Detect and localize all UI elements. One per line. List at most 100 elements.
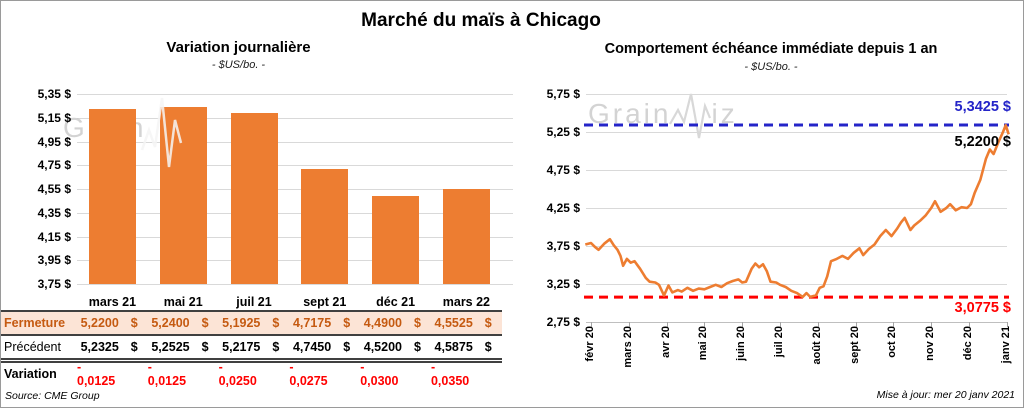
y-axis-label: 2,75 $ [546,315,580,329]
row-label-prev: Précédent [1,336,77,363]
x-axis-label: juil 20 [773,326,785,358]
table-cell-prev: 4,7450 $ [289,336,361,363]
table-cell-var: - 0,0125 [147,360,219,388]
cell-value: 5,2525 [151,340,190,354]
table-cell-prev: 5,2525 $ [147,336,219,363]
cell-value: - 0,0125 [147,360,187,388]
bar-sept-21 [301,169,349,284]
gridline [586,246,1007,247]
column-header: mars 21 [77,293,148,312]
currency-symbol: $ [413,316,421,330]
annotation-last-price: 5,2200 $ [954,134,1011,150]
axis-tick [704,322,706,327]
cell-value: 5,1925 [222,316,261,330]
table-cell-var: - 0,0275 [289,360,360,388]
x-axis-label: août 20 [810,326,823,365]
column-header: mars 22 [430,293,502,312]
x-axis-label: juin 20 [735,326,748,361]
right-chart-subtitle: - $US/bo. - [744,61,798,73]
gridline [77,189,513,190]
axis-tick [1006,322,1008,327]
column-header: déc 21 [360,293,431,312]
bar-chart-plot: Grain iz 5,35 $5,15 $4,95 $4,75 $4,55 $4… [1,87,513,291]
table-cell-var: - 0,0350 [430,360,502,388]
x-axis-label: mars 20 [621,326,634,368]
right-chart-title: Comportement échéance immédiate depuis 1… [604,41,938,57]
table-cell-prev: 4,5875 $ [430,336,502,363]
bar-juil-21 [230,112,278,284]
currency-symbol: $ [484,316,492,330]
axis-tick [628,322,630,327]
cell-value: - 0,0300 [360,360,399,388]
cell-value: - 0,0275 [289,360,328,388]
cell-value: 5,2175 [222,340,261,354]
table-cell-close: 4,7175 $ [289,312,361,336]
table-cell-prev: 5,2175 $ [218,336,290,363]
gridline [77,236,513,238]
cell-value: 4,5200 [363,340,402,354]
gridline [77,165,513,167]
cell-value: 5,2400 [151,316,190,330]
gridline [586,132,1007,133]
gridline [586,170,1007,171]
watermark-pulse-icon [140,97,183,168]
gridline [77,141,513,143]
y-axis-label: 4,95 $ [37,134,71,149]
table-cell-var: - 0,0125 [77,360,148,388]
x-axis-label: déc 20 [962,326,974,361]
column-header: mai 21 [147,293,219,312]
x-axis-label: févr 20 [584,326,596,362]
cell-value: 5,2200 [80,316,119,330]
y-axis-label: 4,35 $ [37,205,71,220]
y-axis-label: 3,75 $ [546,239,580,253]
bar-mars-22 [443,188,490,284]
cell-value: 4,7450 [292,340,332,354]
line-chart-plot: Grain iz 5,3425 $ 5,2200 $ 3,0775 $ 5,75… [547,87,1012,368]
table-cell-close: 5,2200 $ [77,312,148,336]
page-title: Marché du maïs à Chicago [361,10,601,31]
y-axis-label: 4,25 $ [546,201,580,215]
cell-value: - 0,0250 [218,360,257,388]
currency-symbol: $ [413,340,421,354]
gridline [77,212,513,214]
watermark-suffix: iz [711,98,738,129]
x-axis-label: avr 20 [659,326,672,358]
gridline [77,260,513,262]
cell-value: 4,5875 [434,340,473,354]
axis-tick [591,322,592,327]
y-axis-label: 4,15 $ [37,229,71,244]
gridline [77,284,513,285]
table-corner [1,293,77,312]
x-axis-label: sept 20 [848,326,861,364]
left-chart-title: Variation journalière [166,39,311,56]
axis-tick [742,322,744,327]
gridline [586,284,1007,285]
column-header: sept 21 [289,293,361,312]
currency-symbol: $ [130,316,138,330]
cell-value: 4,7175 [292,316,332,330]
table-cell-close: 4,4900 $ [360,312,431,336]
gridline [586,322,1007,323]
y-axis-label: 5,35 $ [37,87,71,101]
table-cell-close: 5,1925 $ [218,312,290,336]
cell-value: - 0,0125 [77,360,116,388]
y-axis-label: 3,95 $ [37,253,71,268]
table-cell-var: - 0,0250 [218,360,290,388]
annotation-year-high: 5,3425 $ [954,99,1011,115]
table-cell-prev: 4,5200 $ [360,336,431,363]
y-axis-label: 5,15 $ [37,110,71,125]
cell-value: 4,4900 [363,316,402,330]
cell-value: - 0,0350 [430,360,470,388]
x-axis-label: janv 21 [999,326,1012,364]
y-axis-label: 5,25 $ [546,125,580,139]
axis-tick [969,322,970,327]
axis-tick [931,322,933,327]
currency-symbol: $ [201,340,209,354]
futures-table: mars 21 mai 21 juil 21 sept 21 déc 21 mars 22… [1,293,502,388]
y-axis-label: 3,25 $ [546,277,580,291]
axis-tick [855,322,857,327]
currency-symbol: $ [484,340,492,354]
currency-symbol: $ [272,340,280,354]
x-axis-label: mai 20 [697,326,710,361]
